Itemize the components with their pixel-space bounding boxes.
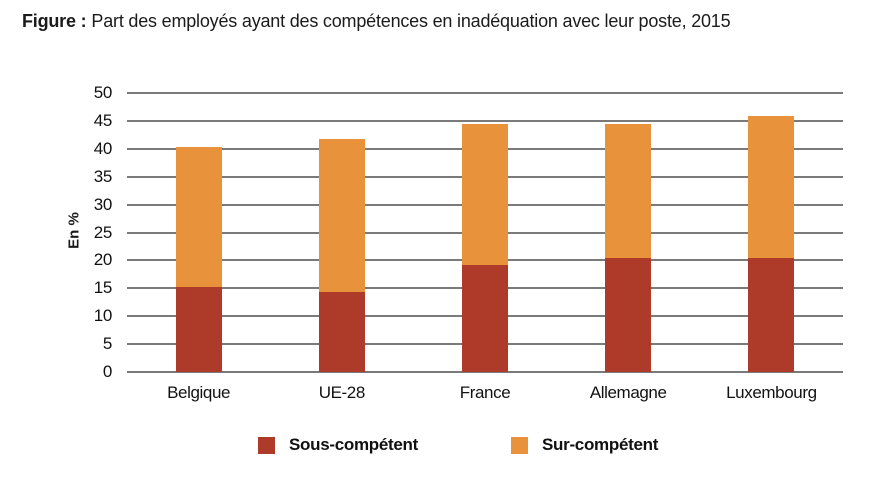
y-tick-30: 30 [93,194,113,214]
y-tick-45: 45 [93,110,113,130]
legend-label-sur-competent: Sur-compétent [542,435,659,454]
y-tick-35: 35 [93,166,113,186]
bar-belgique-sur [175,147,222,288]
y-tick-10: 10 [93,306,113,326]
y-tick-25: 25 [93,222,113,242]
gridline-y-0 [127,371,843,373]
figure-title-text: Part des employés ayant des compétences … [91,11,731,31]
bar-belgique-sous [175,287,222,372]
x-label-belgique: Belgique [167,383,231,402]
bar-ue-28-sur [318,139,365,293]
legend-label-sous-competent: Sous-compétent [289,435,418,454]
plot-area [127,92,843,373]
y-tick-20: 20 [93,250,113,270]
y-tick-40: 40 [93,138,113,158]
bar-luxembourg-sous [748,258,795,372]
bar-allemagne-sur [605,124,652,259]
bar-france-sur [462,124,508,265]
bar-ue-28-sous [318,292,365,372]
legend-swatch-sur-competent [511,436,528,454]
legend-entry-sur-competent: Sur-compétent [511,435,658,455]
bar-allemagne-sous [605,258,652,372]
x-label-allemagne: Allemagne [589,383,667,402]
gridline-y-45 [127,119,843,122]
figure-title: Figure : Part des employés ayant des comp… [22,11,882,32]
x-label-ue-28: UE-28 [318,383,366,402]
x-label-france: France [459,383,511,402]
figure-title-prefix: Figure : [22,11,87,31]
bar-france-sous [462,264,508,372]
y-tick-5: 5 [102,334,112,354]
bar-luxembourg-sur [748,115,795,259]
x-label-luxembourg: Luxembourg [726,383,817,402]
legend-swatch-sous-competent [258,436,275,454]
y-tick-15: 15 [93,278,113,298]
legend-entry-sous-competent: Sous-compétent [258,435,418,455]
gridline-y-50 [127,92,843,94]
y-tick-50: 50 [93,83,113,102]
y-tick-0: 0 [102,362,112,381]
